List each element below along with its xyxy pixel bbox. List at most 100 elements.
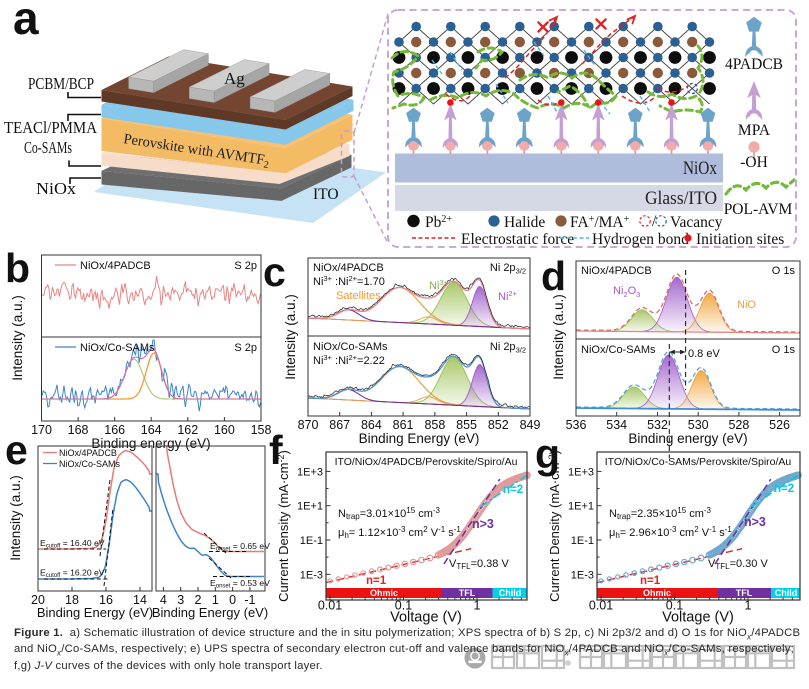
- svg-text:160: 160: [214, 423, 235, 437]
- svg-text:166: 166: [104, 423, 125, 437]
- svg-text:a: a: [13, 0, 39, 44]
- svg-text:Intensity (a.u.): Intensity (a.u.): [8, 475, 23, 561]
- svg-text:f: f: [269, 427, 283, 473]
- svg-text:Intensity (a.u.): Intensity (a.u.): [283, 294, 298, 380]
- svg-text:Pb2+: Pb2+: [425, 214, 452, 231]
- svg-text:18: 18: [65, 593, 79, 607]
- svg-text:TFL: TFL: [736, 588, 753, 598]
- svg-text:S 2p: S 2p: [234, 260, 257, 272]
- svg-text:526: 526: [769, 418, 790, 432]
- svg-text:VTFL=0.30 V: VTFL=0.30 V: [708, 558, 768, 571]
- svg-text:861: 861: [393, 418, 414, 432]
- svg-text:d: d: [541, 253, 566, 299]
- svg-text:Intensity (a.u.): Intensity (a.u.): [10, 295, 25, 381]
- svg-text:Voltage (V): Voltage (V): [390, 610, 462, 626]
- svg-text:530: 530: [688, 418, 709, 432]
- svg-text:Child: Child: [499, 588, 522, 598]
- svg-text:POL-AVM: POL-AVM: [724, 201, 793, 218]
- svg-text:-1: -1: [244, 593, 255, 607]
- svg-text:16: 16: [99, 593, 113, 607]
- svg-text:528: 528: [728, 418, 749, 432]
- svg-text:O 1s: O 1s: [772, 344, 796, 356]
- svg-text:Ohmic: Ohmic: [370, 588, 398, 598]
- svg-text:2: 2: [195, 593, 202, 607]
- svg-text:NiOx/4PADCB: NiOx/4PADCB: [581, 265, 652, 277]
- svg-text:1: 1: [474, 599, 481, 613]
- svg-text:1E+1: 1E+1: [297, 501, 323, 513]
- svg-text:532: 532: [647, 418, 668, 432]
- svg-text:4: 4: [160, 593, 167, 607]
- svg-text:3: 3: [177, 593, 184, 607]
- svg-text:Vacancy: Vacancy: [670, 214, 723, 231]
- svg-text:849: 849: [520, 418, 541, 432]
- svg-text:ITO: ITO: [313, 186, 339, 203]
- svg-text:162: 162: [177, 423, 198, 437]
- svg-text:n=1: n=1: [640, 575, 661, 587]
- svg-text:e: e: [5, 427, 28, 473]
- svg-text:855: 855: [456, 418, 477, 432]
- svg-text:TFL: TFL: [459, 588, 476, 598]
- svg-text:TEACl/PMMA: TEACl/PMMA: [4, 118, 98, 137]
- svg-text:870: 870: [298, 418, 319, 432]
- svg-text:S 2p: S 2p: [234, 342, 257, 354]
- svg-text:1E+3: 1E+3: [297, 466, 323, 478]
- svg-text:14: 14: [133, 593, 147, 607]
- svg-text:168: 168: [68, 423, 89, 437]
- svg-text:/: /: [652, 213, 657, 230]
- svg-text:4PADCB: 4PADCB: [725, 56, 783, 73]
- svg-text:536: 536: [566, 418, 587, 432]
- svg-text:MPA: MPA: [738, 122, 771, 139]
- svg-text:170: 170: [31, 423, 52, 437]
- svg-text:Voltage (V): Voltage (V): [662, 610, 734, 626]
- svg-text:c: c: [263, 249, 286, 295]
- svg-text:Ni3+ :Ni2+=1.70: Ni3+ :Ni2+=1.70: [313, 274, 385, 288]
- svg-text:1E-3: 1E-3: [571, 569, 594, 581]
- svg-text:Child: Child: [775, 588, 798, 598]
- svg-text:NiOx: NiOx: [36, 179, 77, 198]
- svg-text:858: 858: [424, 418, 445, 432]
- svg-text:NiOx: NiOx: [683, 158, 717, 179]
- svg-text:Ntrap=3.01×1015 cm-3: Ntrap=3.01×1015 cm-3: [338, 506, 441, 521]
- svg-text:Binding Energy (eV): Binding Energy (eV): [359, 431, 480, 446]
- svg-text:O 1s: O 1s: [772, 265, 796, 277]
- svg-text:Ag: Ag: [224, 69, 245, 88]
- svg-text:NiOx/Co-SAMs: NiOx/Co-SAMs: [80, 342, 155, 354]
- svg-text:158: 158: [251, 423, 272, 437]
- svg-text:n>3: n>3: [744, 515, 766, 529]
- svg-text:1: 1: [212, 593, 219, 607]
- svg-text:Halide: Halide: [504, 214, 545, 231]
- svg-text:Ni 2p3/2: Ni 2p3/2: [490, 341, 526, 355]
- svg-text:Initiation sites: Initiation sites: [696, 231, 784, 248]
- svg-text:534: 534: [606, 418, 627, 432]
- svg-text:Co-SAMs: Co-SAMs: [24, 138, 72, 157]
- svg-text:n=2: n=2: [774, 483, 794, 495]
- svg-text:Glass/ITO: Glass/ITO: [645, 188, 717, 209]
- svg-text:ITO/NiOx/4PADCB/Perovskite/Spi: ITO/NiOx/4PADCB/Perovskite/Spiro/Au: [335, 456, 518, 468]
- svg-text:Eonset = 0.65 eV: Eonset = 0.65 eV: [210, 541, 270, 553]
- svg-text:1E+3: 1E+3: [568, 466, 594, 478]
- svg-text:VTFL=0.38 V: VTFL=0.38 V: [449, 558, 509, 571]
- svg-text:NiO: NiO: [737, 299, 756, 311]
- svg-text:0.8 eV: 0.8 eV: [688, 348, 720, 360]
- svg-text:NiOx/4PADCB: NiOx/4PADCB: [80, 260, 151, 272]
- svg-text:b: b: [5, 245, 30, 291]
- svg-text:Ni2+: Ni2+: [498, 289, 518, 303]
- svg-text:Ni3+ :Ni2+=2.22: Ni3+ :Ni2+=2.22: [313, 353, 385, 367]
- svg-text:Ecutoff = 16.40 eV: Ecutoff = 16.40 eV: [40, 538, 105, 550]
- svg-text:ITO/NiOx/Co-SAMs/Perovskite/Sp: ITO/NiOx/Co-SAMs/Perovskite/Spiro/Au: [605, 456, 792, 468]
- svg-text:NiOx/Co-SAMs: NiOx/Co-SAMs: [581, 344, 656, 356]
- svg-text:NiOx/4PADCB: NiOx/4PADCB: [59, 448, 117, 458]
- svg-text:Eonset = 0.53 eV: Eonset = 0.53 eV: [210, 578, 270, 590]
- svg-text:0.1: 0.1: [666, 599, 683, 613]
- svg-text:n>3: n>3: [472, 517, 494, 531]
- svg-text:Satellites: Satellites: [336, 290, 381, 302]
- svg-text:Binding Energy (eV): Binding Energy (eV): [152, 605, 268, 620]
- svg-text:0.01: 0.01: [318, 599, 342, 613]
- svg-text:NiOx/Co-SAMs: NiOx/Co-SAMs: [59, 459, 121, 469]
- svg-text:n=1: n=1: [366, 575, 387, 587]
- svg-text:Ntrap=2.35×1015 cm-3: Ntrap=2.35×1015 cm-3: [609, 506, 712, 521]
- svg-text:n=2: n=2: [503, 484, 523, 496]
- svg-text:Current Density (mA·cm-2): Current Density (mA·cm-2): [547, 450, 562, 602]
- svg-text:FA+/MA+: FA+/MA+: [570, 214, 630, 231]
- svg-text:-OH: -OH: [740, 154, 768, 171]
